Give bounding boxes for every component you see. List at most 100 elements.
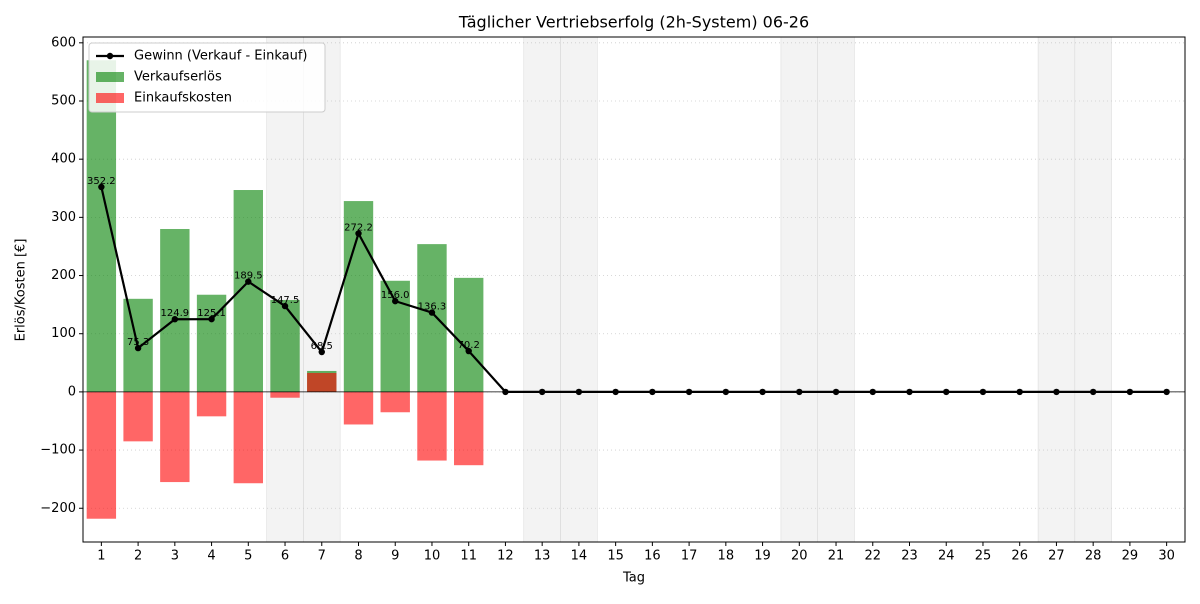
legend-marker bbox=[106, 52, 114, 60]
line-point bbox=[612, 388, 619, 396]
legend-label: Verkaufserlös bbox=[134, 70, 222, 85]
line-point bbox=[979, 388, 987, 396]
x-tick-label: 16 bbox=[644, 549, 661, 564]
x-tick-label: 26 bbox=[1011, 549, 1028, 564]
x-axis-label: Tag bbox=[622, 571, 645, 586]
x-tick-label: 7 bbox=[318, 549, 326, 564]
data-label: 136.3 bbox=[418, 302, 447, 313]
weekend-shade bbox=[1037, 36, 1076, 543]
line-point bbox=[759, 388, 766, 396]
legend: Gewinn (Verkauf - Einkauf) Verkaufserlös E… bbox=[88, 42, 326, 113]
line-point bbox=[906, 388, 913, 396]
line-point bbox=[1053, 388, 1060, 396]
data-label: 189.5 bbox=[234, 271, 263, 282]
x-tick-label: 10 bbox=[424, 549, 441, 564]
bar bbox=[417, 244, 447, 392]
y-tick-label: 500 bbox=[51, 93, 76, 108]
legend-label: Einkaufskosten bbox=[134, 91, 232, 106]
y-tick-label: −100 bbox=[40, 443, 76, 458]
x-tick-label: 5 bbox=[244, 549, 252, 564]
line-point bbox=[796, 388, 803, 396]
line-point bbox=[685, 388, 693, 396]
weekend-shade bbox=[523, 36, 561, 543]
x-tick-label: 27 bbox=[1048, 549, 1065, 564]
y-tick-label: 0 bbox=[68, 384, 76, 399]
bar bbox=[417, 391, 447, 461]
weekend-shade bbox=[780, 36, 818, 543]
line-point bbox=[428, 309, 436, 316]
data-label: 147.5 bbox=[271, 295, 300, 306]
x-tick-label: 23 bbox=[901, 549, 918, 564]
y-tick-label: 200 bbox=[51, 268, 76, 283]
weekend-shade bbox=[266, 36, 304, 543]
weekend-shade bbox=[303, 36, 341, 543]
y-tick-label: 600 bbox=[51, 35, 76, 50]
legend-swatch bbox=[96, 72, 124, 82]
line-point bbox=[245, 278, 252, 285]
line-point bbox=[1163, 388, 1170, 396]
weekend-shade bbox=[817, 36, 855, 543]
bar bbox=[454, 391, 484, 466]
bar bbox=[270, 391, 300, 398]
data-label: 75.3 bbox=[127, 337, 149, 348]
x-tick-label: 24 bbox=[938, 549, 955, 564]
x-tick-label: 29 bbox=[1122, 549, 1139, 564]
bar bbox=[123, 391, 153, 442]
data-label: 156.0 bbox=[381, 290, 410, 301]
weekend-shade bbox=[1074, 36, 1112, 543]
x-tick-label: 30 bbox=[1158, 549, 1175, 564]
x-tick-label: 9 bbox=[391, 549, 399, 564]
legend-box bbox=[88, 42, 326, 113]
line-point bbox=[722, 388, 730, 396]
line-point bbox=[465, 347, 472, 355]
line-point bbox=[1126, 388, 1134, 396]
bar bbox=[233, 391, 263, 484]
x-tick-label: 14 bbox=[571, 549, 588, 564]
chart-title: Täglicher Vertriebserfolg (2h-System) 06… bbox=[458, 13, 809, 32]
x-tick-label: 4 bbox=[207, 549, 215, 564]
bar bbox=[86, 391, 117, 519]
data-label: 125.1 bbox=[197, 308, 226, 319]
x-tick-label: 21 bbox=[828, 549, 845, 564]
y-axis-label: Erlös/Kosten [€] bbox=[14, 239, 29, 342]
line-point bbox=[1089, 388, 1097, 396]
y-tick-label: 100 bbox=[51, 326, 76, 341]
bar bbox=[454, 277, 484, 392]
legend-swatch bbox=[96, 93, 124, 103]
x-tick-label: 13 bbox=[534, 549, 551, 564]
line-point bbox=[281, 302, 289, 310]
bar bbox=[343, 391, 374, 425]
x-tick-label: 11 bbox=[460, 549, 477, 564]
y-tick-label: 400 bbox=[51, 152, 76, 167]
line-point bbox=[208, 315, 215, 323]
bar bbox=[196, 294, 227, 392]
bar bbox=[160, 391, 190, 483]
line-point bbox=[1016, 388, 1023, 396]
bar bbox=[380, 391, 410, 413]
x-tick-label: 3 bbox=[171, 549, 179, 564]
bar bbox=[270, 299, 300, 392]
x-tick-label: 8 bbox=[354, 549, 362, 564]
plot-frame bbox=[82, 36, 1186, 543]
x-tick-label: 20 bbox=[791, 549, 808, 564]
line-point bbox=[538, 388, 546, 396]
line-point bbox=[171, 316, 179, 323]
x-tick-label: 17 bbox=[681, 549, 698, 564]
line bbox=[100, 186, 1167, 393]
data-label: 68.5 bbox=[311, 341, 333, 352]
x-tick-label: 25 bbox=[975, 549, 992, 564]
line-point bbox=[649, 388, 656, 396]
line-point bbox=[318, 348, 325, 356]
x-tick-label: 1 bbox=[97, 549, 105, 564]
weekend-shade bbox=[560, 36, 598, 543]
line-point bbox=[869, 388, 876, 396]
x-tick-label: 2 bbox=[134, 549, 142, 564]
x-tick-label: 12 bbox=[497, 549, 514, 564]
line-point bbox=[832, 388, 840, 396]
line-point bbox=[134, 344, 142, 352]
line-point bbox=[355, 230, 362, 237]
bar bbox=[196, 391, 227, 417]
line-point bbox=[98, 183, 105, 191]
data-label: 70.2 bbox=[458, 340, 480, 351]
